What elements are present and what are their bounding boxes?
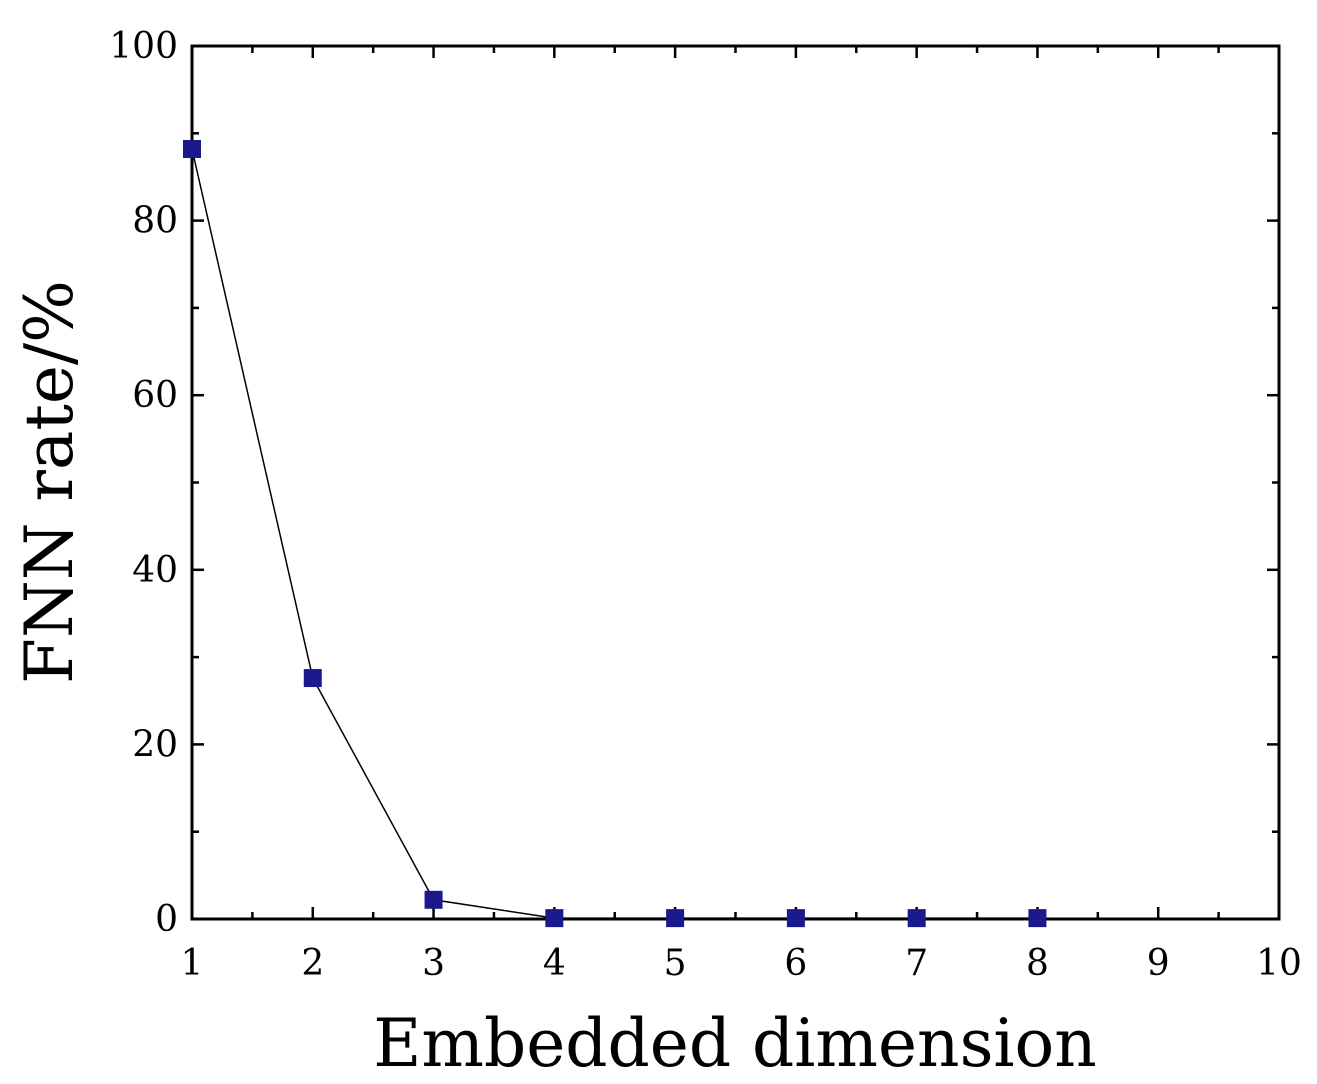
y-axis-title: FNN rate/% [11,280,88,684]
x-tick-label: 10 [1256,943,1302,984]
x-tick-label: 9 [1147,943,1170,984]
data-point-marker [424,890,443,909]
x-tick-label: 4 [543,943,566,984]
data-point-marker [907,909,926,928]
x-tick-label: 1 [181,943,204,984]
y-tick-label: 80 [132,201,178,242]
x-tick-label: 6 [784,943,807,984]
data-point-marker [786,909,805,928]
y-tick-label: 100 [109,26,178,67]
axis-ticks [190,44,1281,921]
data-point-marker [1028,909,1047,928]
series-line [191,148,1038,919]
plot-frame [190,44,1281,921]
x-tick-label: 5 [664,943,687,984]
x-tick-label: 3 [422,943,445,984]
data-markers [183,140,1047,928]
x-tick-label: 2 [301,943,324,984]
x-axis-title: Embedded dimension [373,1005,1097,1082]
y-tick-label: 60 [132,375,178,416]
data-point-marker [666,909,685,928]
x-tick-label: 7 [905,943,928,984]
x-tick-label: 8 [1026,943,1049,984]
data-point-marker [183,140,201,159]
y-tick-label: 40 [132,550,178,591]
data-point-marker [545,909,564,928]
y-tick-label: 20 [132,724,178,765]
data-point-marker [303,669,322,688]
y-tick-label: 0 [155,899,178,940]
